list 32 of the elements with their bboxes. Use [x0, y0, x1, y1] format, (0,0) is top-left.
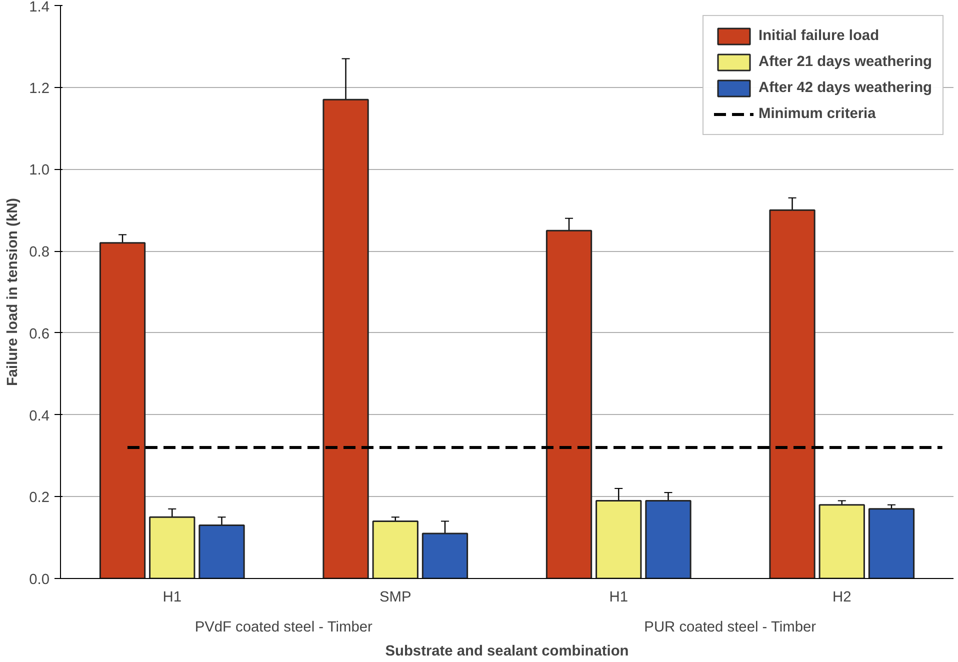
y-tick-label: 0.8 [29, 244, 50, 261]
bar [372, 520, 418, 578]
y-tick-label: 0.4 [29, 408, 50, 424]
legend-label: After 21 days weathering [758, 54, 932, 70]
x-tick-label: SMP [379, 590, 412, 606]
bar [422, 532, 468, 578]
bar [198, 524, 245, 578]
bar [818, 504, 865, 578]
x-tick-label: H1 [609, 590, 628, 606]
legend-label: Initial failure load [758, 28, 880, 44]
bar [99, 242, 146, 578]
text: PUR coated steel - Timber [644, 620, 816, 636]
x-tick-label: H1 [162, 590, 182, 606]
bar [769, 209, 816, 578]
bar [596, 500, 642, 578]
legend-label: Minimum criteria [758, 106, 876, 122]
y-tick-label: 0.6 [29, 326, 50, 342]
x-axis-title: Substrate and sealant combination [385, 644, 629, 660]
legend-label: After 42 days weathering [758, 80, 932, 96]
y-tick-label: 1.2 [29, 80, 50, 97]
y-axis-title: Failure load in tension (kN) [5, 198, 22, 386]
x-tick-label: H2 [832, 590, 852, 606]
bar [322, 98, 369, 578]
bar [868, 508, 915, 578]
y-tick-label: 1.0 [29, 162, 50, 179]
y-tick-label: 0.0 [29, 572, 50, 588]
bar [149, 516, 196, 578]
y-tick-label: 0.2 [29, 490, 50, 506]
bar [546, 230, 592, 578]
y-tick-label: 1.4 [29, 0, 50, 16]
bar [645, 500, 692, 578]
text: PVdF coated steel - Timber [194, 620, 373, 636]
